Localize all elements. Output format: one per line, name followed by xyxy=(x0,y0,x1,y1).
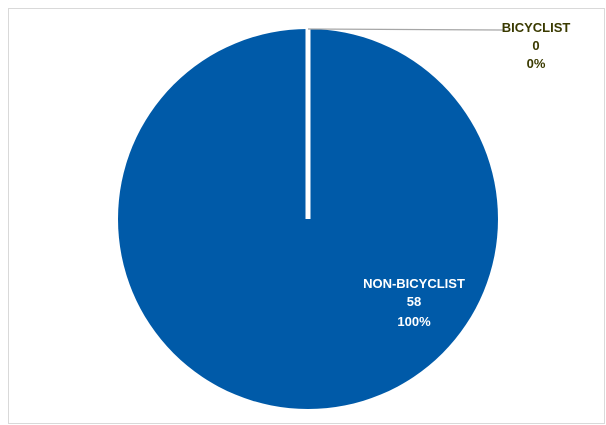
label-non-bicyclist-value: 58 xyxy=(407,294,421,309)
label-bicyclist-percent: 0% xyxy=(527,56,546,71)
label-bicyclist-name: BICYCLIST xyxy=(502,20,571,35)
label-non-bicyclist-percent: 100% xyxy=(397,314,431,329)
slice-label-bicyclist: BICYCLIST 0 0% xyxy=(502,20,571,71)
slice-label-non-bicyclist: NON-BICYCLIST 58 100% xyxy=(363,276,465,329)
leader-line xyxy=(307,28,505,31)
label-non-bicyclist-name: NON-BICYCLIST xyxy=(363,276,465,291)
label-bicyclist-value: 0 xyxy=(532,38,539,53)
